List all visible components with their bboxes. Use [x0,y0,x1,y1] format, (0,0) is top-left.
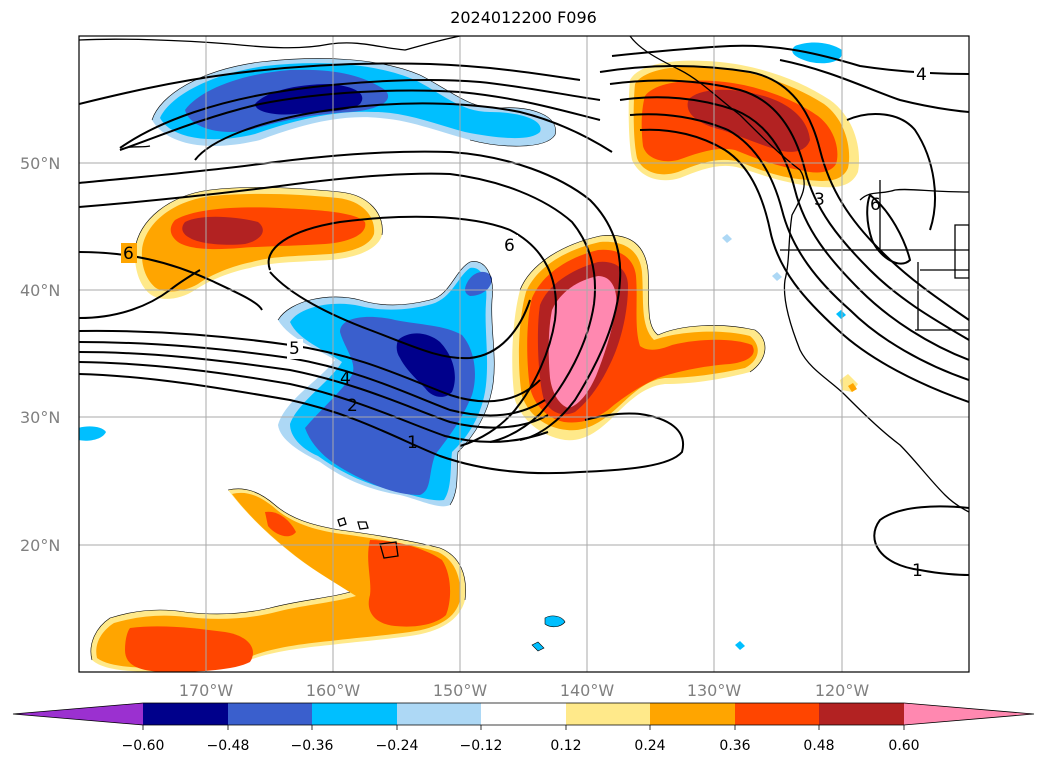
colorbar: −0.60 −0.48 −0.36 −0.24 −0.12 0.12 0.24 … [12,702,1035,754]
lon-label: 120°W [815,681,870,700]
map-area: 6 6 5 4 2 1 4 3 6 1 [79,36,969,672]
contour-label: 1 [912,561,923,581]
map-frame [78,35,970,673]
contour-label: 6 [123,244,134,264]
colorbar-segment [566,703,650,725]
colorbar-segment [228,703,312,725]
latitude-labels: 50°N 40°N 30°N 20°N [20,154,60,555]
lat-label: 20°N [20,536,60,555]
colorbar-tick: 0.48 [803,738,834,754]
contour-label: 2 [347,396,358,416]
colorbar-segment [650,703,735,725]
lon-label: 170°W [179,681,234,700]
colorbar-segment [735,703,819,725]
colorbar-tick: 0.60 [888,738,919,754]
colorbar-tick: −0.24 [376,738,419,754]
contour-label: 4 [916,65,927,85]
colorbar-segment [397,703,481,725]
contour-label: 6 [504,236,515,256]
coastlines [79,36,969,559]
colorbar-tick: −0.48 [207,738,250,754]
colorbar-segment [481,703,566,725]
gridlines [79,36,969,672]
colorbar-extend-high [904,703,1034,725]
contour-label: 5 [289,339,300,359]
lat-label: 50°N [20,154,60,173]
colorbar-tick: −0.12 [460,738,503,754]
anomaly-outlines [90,58,766,661]
longitude-labels: 170°W 160°W 150°W 140°W 130°W 120°W [179,681,870,700]
lat-label: 40°N [20,281,60,300]
small-anomaly-dots [531,234,858,652]
colorbar-segment [143,703,228,725]
contour-label: 6 [870,195,881,215]
contour-label: 1 [407,433,418,453]
negative-anomaly-north [152,42,843,147]
colorbar-segment [312,703,397,725]
colorbar-tick: 0.36 [719,738,750,754]
map-title: 2024012200 F096 [450,8,597,27]
colorbar-tick: 0.24 [634,738,665,754]
colorbar-tick: 0.12 [550,738,581,754]
colorbar-extend-low [13,703,143,725]
lon-label: 130°W [687,681,742,700]
positive-anomaly-central [512,235,766,441]
colorbar-tick: −0.36 [291,738,334,754]
contour-label: 3 [814,190,825,210]
colorbar-tick: −0.60 [122,738,165,754]
contour-label: 4 [340,369,351,389]
colorbar-segment [819,703,904,725]
lon-label: 140°W [560,681,615,700]
lon-label: 160°W [306,681,361,700]
lon-label: 150°W [433,681,488,700]
lat-label: 30°N [20,408,60,427]
contour-labels: 6 6 5 4 2 1 4 3 6 1 [121,64,930,581]
